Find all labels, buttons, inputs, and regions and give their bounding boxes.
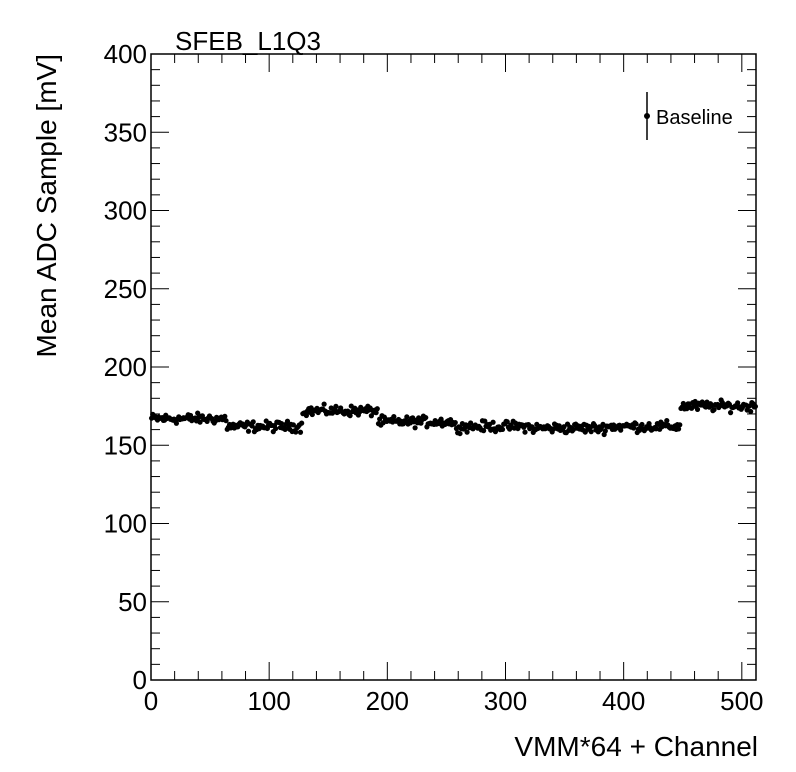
y-axis-label: Mean ADC Sample [mV] [31, 54, 62, 357]
data-point [639, 421, 645, 428]
data-point [727, 410, 734, 416]
data-point [588, 429, 594, 435]
data-point [391, 414, 397, 420]
data-point [223, 418, 229, 424]
data-point [347, 413, 353, 419]
data-point [309, 411, 315, 418]
data-point [249, 423, 255, 429]
data-points [148, 397, 759, 438]
data-point [293, 429, 299, 435]
x-tick-label: 0 [144, 686, 158, 716]
data-point [303, 412, 309, 419]
data-point [195, 410, 201, 416]
data-point [694, 406, 701, 412]
data-point [250, 419, 256, 425]
data-point [711, 407, 717, 413]
legend-label: Baseline [656, 107, 733, 129]
data-point [602, 428, 608, 434]
data-point [173, 420, 180, 426]
y-tick-label: 100 [104, 509, 147, 539]
data-point [561, 424, 567, 430]
data-point [490, 419, 496, 425]
x-tick-label: 300 [484, 686, 527, 716]
data-point [245, 428, 252, 434]
data-point [556, 423, 562, 429]
data-point [457, 430, 463, 437]
legend-marker [644, 113, 650, 119]
data-point [499, 426, 506, 433]
data-point [278, 421, 285, 427]
data-point [333, 403, 339, 409]
axis-ticks [150, 53, 756, 681]
chart-title: SFEB_L1Q3 [175, 26, 321, 56]
data-point [522, 429, 528, 435]
data-point [273, 425, 279, 432]
y-tick-label: 50 [118, 587, 147, 617]
data-point [222, 413, 228, 419]
x-axis-label: VMM*64 + Channel [514, 731, 758, 762]
y-tick-label: 250 [104, 274, 147, 304]
data-point [676, 426, 682, 432]
data-point [412, 425, 418, 431]
legend: Baseline [644, 92, 733, 140]
x-tick-label: 100 [247, 686, 290, 716]
data-point [321, 401, 327, 407]
data-point [284, 418, 291, 424]
data-point [481, 428, 487, 434]
y-tick-label: 350 [104, 117, 147, 147]
data-point [504, 419, 510, 425]
y-tick-label: 200 [104, 352, 147, 382]
data-point [290, 422, 296, 428]
data-point [468, 420, 474, 426]
y-tick-label: 400 [104, 39, 147, 69]
data-point [631, 425, 637, 431]
data-point [374, 406, 380, 412]
y-tick-label: 150 [104, 430, 147, 460]
data-point [438, 416, 444, 422]
data-point [297, 429, 304, 435]
data-point [423, 414, 429, 421]
x-tick-label: 500 [720, 686, 763, 716]
y-tick-label: 0 [133, 665, 147, 695]
data-point [197, 419, 203, 425]
data-point [646, 421, 652, 427]
x-tick-label: 200 [366, 686, 409, 716]
data-point [464, 429, 470, 435]
data-point [748, 408, 754, 415]
x-tick-label: 400 [602, 686, 645, 716]
data-point [452, 419, 458, 426]
y-tick-label: 300 [104, 196, 147, 226]
tick-labels: 0 100 200 300 400 500 0 50 100 150 200 250 300 350 400 [104, 39, 764, 716]
data-point [404, 414, 410, 420]
data-point [373, 410, 379, 416]
data-point [299, 420, 305, 426]
data-point [664, 417, 670, 424]
data-point [633, 421, 639, 427]
data-point [677, 422, 683, 428]
data-point [735, 400, 741, 406]
plot-frame [150, 53, 757, 681]
